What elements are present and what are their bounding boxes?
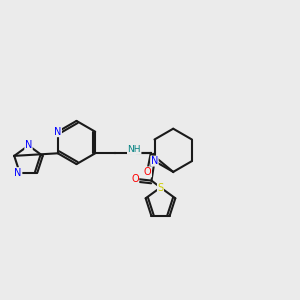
Text: N: N [14,168,22,178]
Text: O: O [144,167,152,177]
Text: S: S [158,182,164,193]
Text: O: O [131,174,139,184]
Text: N: N [54,127,62,137]
Text: N: N [151,156,158,166]
Text: NH: NH [128,145,141,154]
Text: N: N [25,140,32,151]
